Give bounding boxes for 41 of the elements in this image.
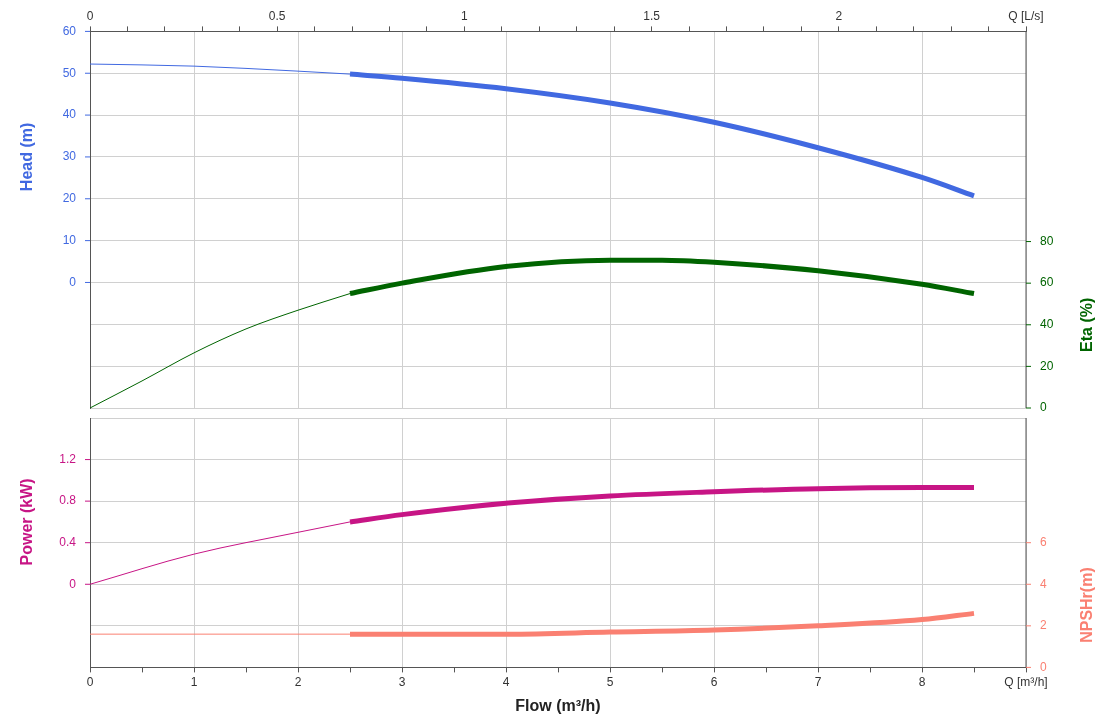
- y2-tick-label: 2: [1040, 618, 1047, 633]
- y-axis-title: Head (m): [18, 122, 36, 192]
- x-tick-label: Q [m³/h]: [1004, 674, 1048, 689]
- y-tick-label: 10: [62, 232, 77, 247]
- y2-tick-label: 80: [1040, 233, 1054, 248]
- x-tick-label: 6: [710, 674, 718, 689]
- y-tick-label: 50: [62, 65, 77, 80]
- x2-tick-label: Q [L/s]: [1008, 8, 1044, 23]
- y2-tick-label: 0: [1040, 400, 1047, 415]
- x-tick-label: 0: [86, 674, 94, 689]
- x-tick-label: 2: [294, 674, 302, 689]
- x-tick-label: 7: [814, 674, 822, 689]
- y2-tick-label: 60: [1040, 275, 1054, 290]
- y2-tick-label: 4: [1040, 576, 1047, 591]
- y2-tick-label: 40: [1040, 317, 1054, 332]
- y2-tick-label: 20: [1040, 358, 1054, 373]
- x-tick-label: 4: [502, 674, 510, 689]
- x2-tick-label: 2: [835, 8, 843, 23]
- y-tick-label: 0: [69, 576, 77, 591]
- x-tick-label: 1: [190, 674, 198, 689]
- x-axis-title: Flow (m³/h): [515, 696, 601, 714]
- y-tick-label: 60: [62, 23, 77, 38]
- y-tick-label: 1.2: [59, 451, 77, 466]
- y-tick-label: 0.4: [59, 535, 77, 550]
- x-tick-label: 5: [606, 674, 614, 689]
- y-axis-title: Power (kW): [18, 478, 36, 566]
- x2-tick-label: 1: [461, 8, 469, 23]
- y-tick-label: 40: [62, 107, 77, 122]
- x2-tick-label: 0: [86, 8, 94, 23]
- x2-tick-label: 0.5: [268, 8, 286, 23]
- y-tick-label: 30: [62, 149, 77, 164]
- y-tick-label: 20: [62, 191, 77, 206]
- y-tick-label: 0.8: [59, 493, 77, 508]
- y2-axis-title: NPSHr(m): [1078, 567, 1096, 643]
- y2-tick-label: 6: [1040, 535, 1047, 550]
- x2-tick-label: 1.5: [643, 8, 661, 23]
- x-tick-label: 3: [398, 674, 406, 689]
- y2-axis-title: Eta (%): [1078, 297, 1096, 352]
- x-tick-label: 8: [918, 674, 926, 689]
- y-tick-label: 0: [69, 274, 77, 289]
- y2-tick-label: 0: [1040, 659, 1047, 674]
